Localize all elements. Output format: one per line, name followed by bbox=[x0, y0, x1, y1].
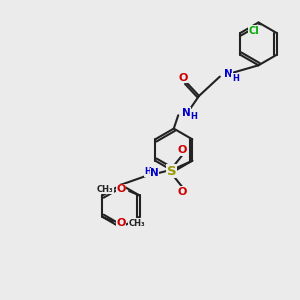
Text: S: S bbox=[167, 165, 176, 178]
Text: N: N bbox=[182, 108, 191, 118]
Text: N: N bbox=[224, 69, 233, 79]
Text: O: O bbox=[116, 184, 125, 194]
Text: CH₃: CH₃ bbox=[128, 219, 145, 228]
Text: O: O bbox=[178, 73, 188, 83]
Text: N: N bbox=[150, 169, 159, 178]
Text: H: H bbox=[190, 112, 197, 121]
Text: O: O bbox=[116, 218, 126, 228]
Text: Cl: Cl bbox=[249, 26, 260, 36]
Text: CH₃: CH₃ bbox=[97, 185, 114, 194]
Text: O: O bbox=[178, 145, 187, 155]
Text: H: H bbox=[144, 167, 151, 176]
Text: H: H bbox=[232, 74, 239, 82]
Text: O: O bbox=[178, 187, 187, 197]
